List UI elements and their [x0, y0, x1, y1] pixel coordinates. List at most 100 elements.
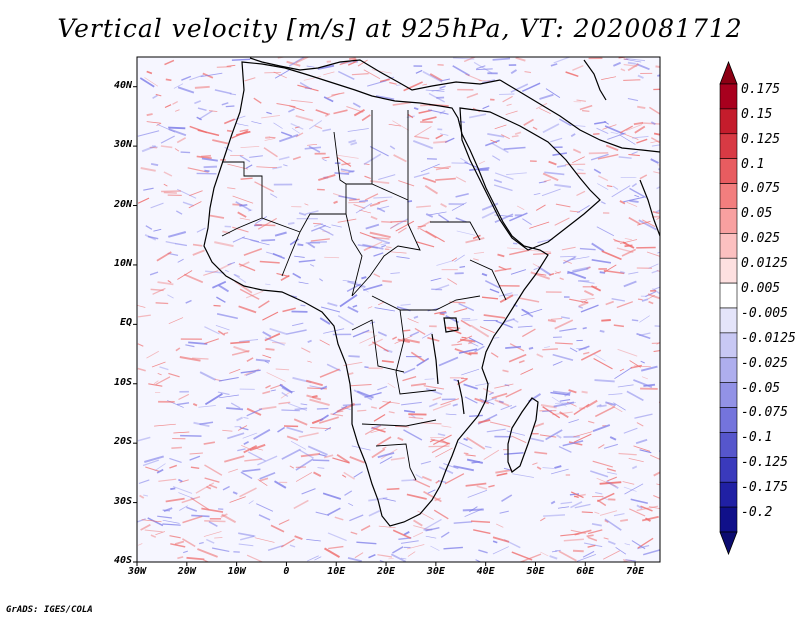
velocity-streak — [514, 131, 522, 136]
velocity-streak — [256, 166, 278, 169]
velocity-streak — [500, 404, 513, 411]
velocity-streak — [624, 483, 644, 495]
velocity-streak — [346, 106, 364, 113]
velocity-streak — [598, 444, 605, 449]
velocity-streak — [165, 497, 185, 503]
velocity-streak — [469, 113, 487, 119]
velocity-streak — [353, 389, 373, 401]
velocity-streak — [377, 452, 395, 459]
velocity-streak — [437, 433, 446, 437]
velocity-streak — [417, 220, 432, 230]
velocity-streak — [571, 256, 590, 261]
velocity-streak — [203, 441, 216, 445]
velocity-streak — [576, 554, 597, 562]
velocity-streak — [473, 61, 493, 74]
velocity-streak — [600, 201, 606, 205]
velocity-streak — [208, 484, 218, 489]
longitude-label: 20E — [377, 566, 396, 577]
velocity-streak — [353, 203, 366, 209]
velocity-streak — [300, 304, 306, 307]
velocity-streak — [622, 481, 635, 485]
velocity-streak — [183, 550, 188, 554]
velocity-streak — [441, 425, 452, 428]
velocity-streak — [470, 520, 491, 523]
velocity-streak — [379, 78, 390, 83]
velocity-streak — [587, 536, 598, 542]
velocity-streak — [631, 151, 638, 155]
velocity-streak — [342, 474, 347, 478]
velocity-streak — [253, 428, 271, 440]
velocity-streak — [337, 314, 354, 326]
velocity-streak — [463, 57, 477, 63]
colorbar-label: -0.025 — [741, 355, 788, 371]
velocity-streak — [281, 386, 290, 393]
velocity-streak — [174, 540, 185, 545]
velocity-streak — [390, 553, 407, 562]
velocity-streak — [168, 372, 180, 378]
velocity-streak — [227, 187, 236, 190]
velocity-streak — [153, 380, 159, 385]
velocity-streak — [150, 202, 164, 209]
colorbar-swatch — [719, 83, 738, 110]
velocity-streak — [239, 261, 250, 268]
velocity-streak — [438, 214, 450, 222]
velocity-streak — [165, 240, 176, 245]
velocity-streak — [317, 64, 335, 70]
velocity-streak — [292, 156, 301, 161]
colorbar-label: -0.075 — [741, 405, 788, 421]
velocity-streak — [248, 451, 266, 462]
velocity-streak — [154, 463, 166, 472]
velocity-streak — [547, 319, 556, 323]
velocity-streak — [440, 531, 450, 538]
velocity-streak — [334, 516, 344, 521]
velocity-streak — [587, 529, 603, 535]
velocity-streak — [352, 102, 361, 108]
velocity-streak — [509, 249, 530, 256]
velocity-streak — [385, 246, 392, 249]
velocity-streak — [658, 450, 660, 452]
velocity-streak — [572, 148, 582, 154]
velocity-streak — [164, 59, 175, 66]
velocity-streak — [378, 400, 392, 410]
velocity-streak — [286, 329, 307, 335]
velocity-streak — [605, 401, 616, 407]
velocity-streak — [539, 434, 557, 438]
velocity-streak — [364, 175, 371, 180]
lake-tanganyika-outline — [431, 333, 439, 385]
velocity-streak — [309, 263, 315, 267]
velocity-streak — [491, 142, 509, 154]
velocity-streak — [536, 466, 542, 470]
velocity-streak — [245, 371, 256, 376]
velocity-streak — [596, 127, 609, 135]
velocity-streak — [245, 290, 264, 299]
velocity-streak — [246, 357, 254, 362]
velocity-streak — [168, 126, 186, 130]
velocity-streak — [294, 407, 308, 411]
velocity-streak — [501, 494, 513, 502]
velocity-streak — [520, 368, 534, 375]
velocity-streak — [147, 235, 159, 240]
velocity-streak — [168, 231, 187, 238]
velocity-streak — [403, 531, 410, 536]
velocity-streak — [198, 405, 216, 408]
velocity-streak — [593, 358, 613, 370]
velocity-streak — [173, 431, 190, 434]
latitude-label: EQ — [119, 317, 132, 329]
velocity-streak — [200, 72, 223, 78]
velocity-streak — [439, 85, 446, 89]
velocity-streak — [613, 324, 624, 328]
velocity-streak — [400, 540, 419, 544]
velocity-streak — [649, 106, 660, 115]
velocity-streak — [592, 460, 613, 468]
velocity-streak — [607, 403, 623, 413]
velocity-streak — [445, 413, 457, 416]
colorbar-label: 0.005 — [741, 281, 781, 296]
velocity-streak — [373, 273, 381, 278]
velocity-streak — [407, 318, 419, 324]
velocity-streak — [226, 129, 232, 133]
velocity-streak — [556, 164, 567, 168]
velocity-streak — [582, 327, 587, 330]
velocity-streak — [637, 298, 643, 301]
velocity-streak — [599, 510, 618, 516]
colorbar-swatch — [719, 481, 738, 508]
